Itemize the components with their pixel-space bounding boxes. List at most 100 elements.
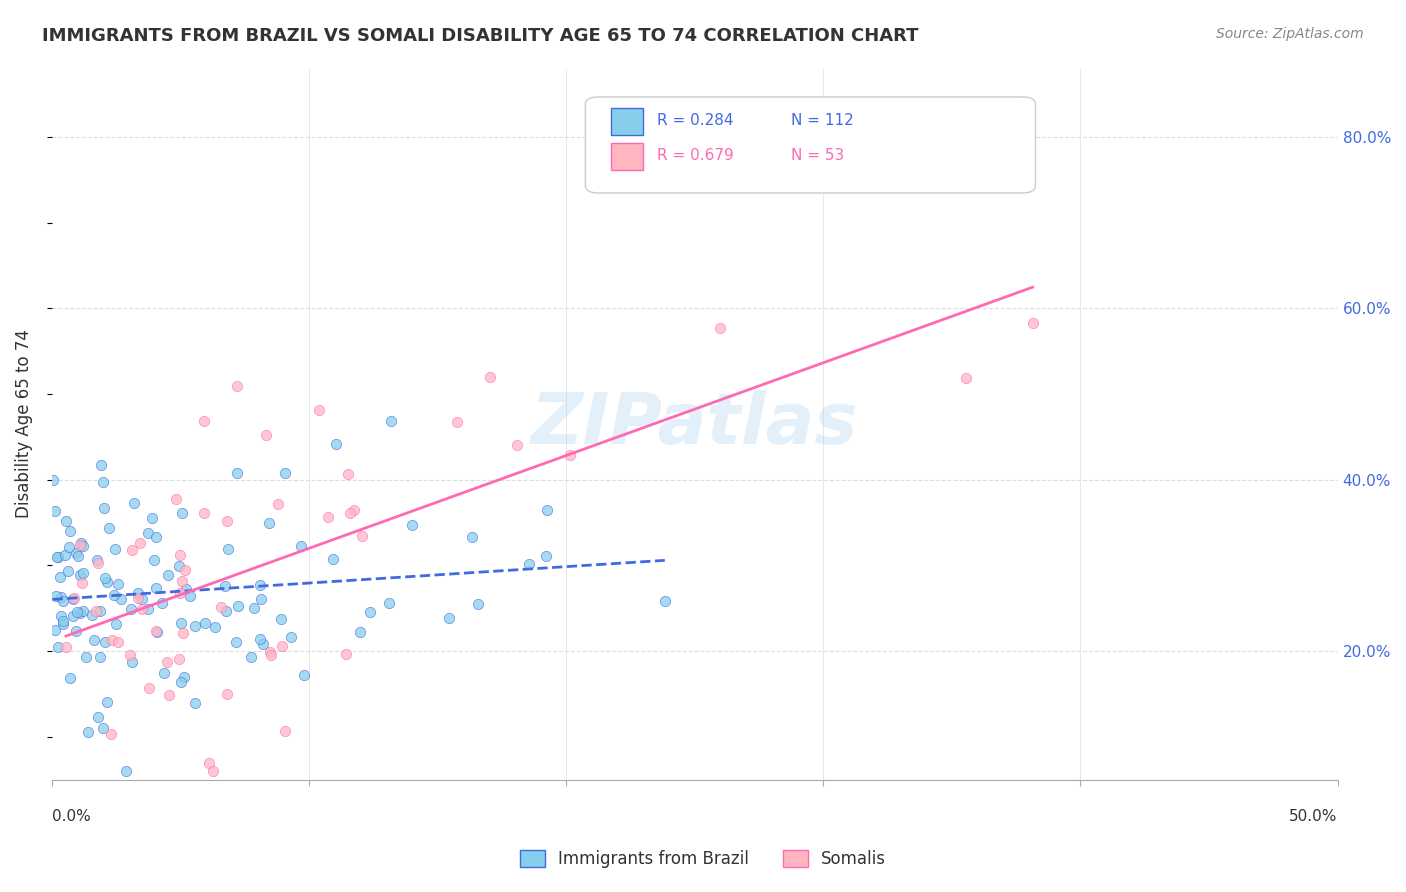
Point [83, 632, 105, 647]
Point [343, 503, 366, 517]
Point [193, 414, 215, 428]
Point [170, 506, 193, 520]
Point [202, 764, 225, 778]
Point [62, 609, 84, 624]
Point [145, 581, 167, 595]
FancyBboxPatch shape [612, 108, 644, 135]
Point [377, 596, 399, 610]
Point [169, 586, 191, 600]
Point [359, 605, 381, 619]
Point [120, 602, 142, 616]
Point [167, 559, 190, 574]
Point [437, 611, 460, 625]
Point [271, 639, 294, 653]
Point [461, 530, 484, 544]
Point [136, 602, 159, 616]
Point [322, 551, 344, 566]
Point [254, 428, 277, 442]
Point [59, 524, 82, 539]
Point [96, 695, 118, 709]
Point [94, 571, 117, 585]
Point [152, 665, 174, 680]
Text: N = 53: N = 53 [792, 148, 845, 163]
Point [69, 606, 91, 620]
Point [65, 605, 87, 619]
Point [103, 588, 125, 602]
Point [90, 458, 112, 472]
Point [169, 548, 191, 562]
Point [225, 634, 247, 648]
Point [67, 549, 90, 563]
Point [72, 604, 94, 618]
Point [52, 594, 75, 608]
Point [193, 506, 215, 520]
Point [249, 632, 271, 647]
Point [198, 756, 221, 770]
Point [170, 616, 193, 631]
Point [225, 466, 247, 480]
Point [121, 543, 143, 558]
Point [280, 630, 302, 644]
Text: IMMIGRANTS FROM BRAZIL VS SOMALI DISABILITY AGE 65 TO 74 CORRELATION CHART: IMMIGRANTS FROM BRAZIL VS SOMALI DISABIL… [42, 27, 918, 45]
Point [127, 586, 149, 600]
Point [217, 541, 239, 556]
Point [478, 369, 501, 384]
Text: R = 0.284: R = 0.284 [658, 113, 734, 128]
Point [226, 379, 249, 393]
Point [86, 604, 108, 618]
Point [194, 615, 217, 630]
Point [48, 549, 70, 564]
Point [110, 591, 132, 606]
Point [249, 578, 271, 592]
Point [290, 539, 312, 553]
Point [118, 648, 141, 662]
Point [72, 566, 94, 581]
Point [174, 582, 197, 596]
Point [401, 518, 423, 533]
Point [89, 649, 111, 664]
Point [87, 710, 110, 724]
Text: Source: ZipAtlas.com: Source: ZipAtlas.com [1216, 27, 1364, 41]
Point [243, 601, 266, 615]
Point [129, 536, 152, 550]
Point [217, 687, 239, 701]
Point [93, 635, 115, 649]
Point [184, 696, 207, 710]
Point [173, 670, 195, 684]
Point [146, 625, 169, 640]
Point [142, 553, 165, 567]
Point [46, 640, 69, 654]
Point [58, 540, 80, 554]
Point [56, 564, 79, 578]
Point [97, 521, 120, 535]
Point [44, 623, 66, 637]
Point [157, 567, 180, 582]
Point [131, 601, 153, 615]
Point [62, 592, 84, 607]
Point [45, 550, 67, 565]
Text: 0.0%: 0.0% [52, 810, 90, 824]
Point [87, 556, 110, 570]
Point [115, 764, 138, 778]
Point [446, 415, 468, 429]
Point [65, 624, 87, 638]
Point [350, 529, 373, 543]
Point [214, 578, 236, 592]
Point [252, 637, 274, 651]
Point [89, 604, 111, 618]
Point [179, 589, 201, 603]
Point [709, 321, 731, 335]
Point [172, 574, 194, 588]
Point [654, 594, 676, 608]
Point [91, 721, 114, 735]
Point [226, 599, 249, 613]
Point [69, 567, 91, 582]
Point [273, 724, 295, 739]
Point [259, 516, 281, 531]
Point [107, 576, 129, 591]
Point [152, 596, 174, 610]
Point [65, 546, 87, 560]
Point [467, 597, 489, 611]
Point [141, 511, 163, 525]
Point [52, 615, 75, 629]
